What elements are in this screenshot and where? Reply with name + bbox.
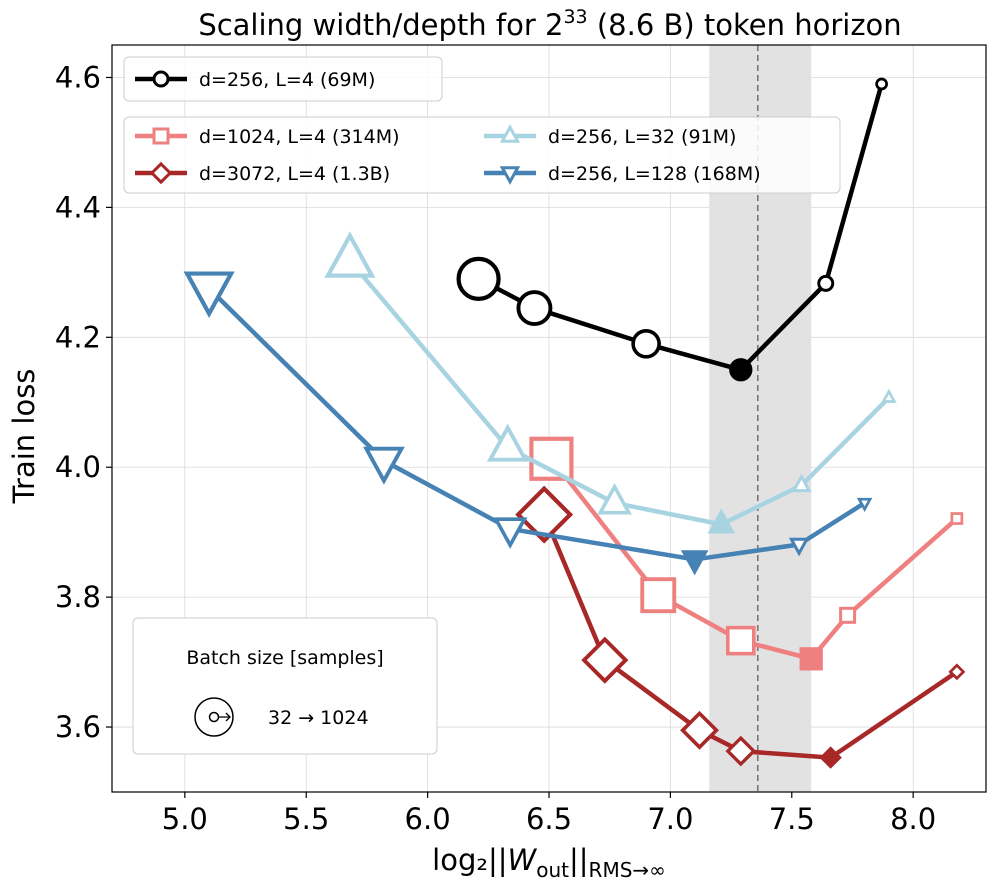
x-tick-label: 7.5 [769, 802, 815, 836]
data-point [819, 746, 842, 769]
x-axis-label-text: log₂||Wout||RMS→∞ [432, 843, 666, 882]
data-point [799, 647, 823, 671]
series-line [549, 457, 959, 662]
series-2 [529, 436, 964, 671]
legend-top: d=256, L=4 (69M) [123, 56, 443, 102]
inset-box [132, 617, 438, 755]
y-tick-label: 4.6 [55, 60, 101, 94]
y-axis-label-text: Train loss [7, 369, 41, 505]
legend-marker [149, 161, 173, 185]
y-tick-label: 3.6 [55, 710, 101, 744]
series-line [348, 259, 891, 527]
data-point [839, 606, 857, 624]
data-point [515, 485, 574, 544]
data-point [680, 710, 719, 750]
data-point [875, 77, 888, 91]
legend-label: d=1024, L=4 (314M) [199, 126, 400, 148]
series-1 [456, 77, 888, 382]
chart-title: Scaling width/depth for 233 (8.6 B) toke… [198, 6, 901, 42]
data-point [948, 663, 966, 681]
legend-label: d=256, L=32 (91M) [548, 126, 736, 148]
data-point [950, 512, 964, 525]
x-axis-label: log₂||Wout||RMS→∞ [432, 843, 666, 882]
legend-marker [152, 70, 170, 88]
series-4 [324, 231, 897, 534]
y-tick-label: 3.8 [55, 580, 101, 614]
legend-marker [499, 166, 521, 185]
series-layer [183, 77, 966, 769]
inset-large-circle-icon [194, 697, 234, 737]
legend-label: d=3072, L=4 (1.3B) [199, 163, 390, 185]
data-point [631, 328, 661, 359]
data-point [516, 290, 553, 327]
data-point [492, 517, 528, 549]
x-tick-label: 7.0 [647, 802, 693, 836]
data-point [729, 358, 753, 382]
legend-label: d=256, L=128 (168M) [548, 163, 761, 185]
series-line [542, 513, 959, 760]
data-point [486, 423, 529, 462]
legend-entry: d=256, L=4 (69M) [135, 69, 375, 91]
inset-title: Batch size [samples] [186, 647, 383, 669]
legend-marker [152, 127, 170, 145]
legend-main: d=1024, L=4 (314M) d=3072, L=4 (1.3B) d=25… [123, 116, 841, 194]
data-point [881, 388, 897, 403]
data-point [597, 482, 632, 515]
y-tick-label: 4.4 [55, 190, 101, 224]
inset-arrow-icon [219, 712, 231, 722]
legend-main-box [123, 116, 841, 194]
data-point [640, 577, 677, 614]
data-point [581, 636, 629, 684]
y-tick-label: 4.0 [55, 450, 101, 484]
x-tick-label: 5.0 [162, 802, 208, 836]
y-tick-label: 4.2 [55, 320, 101, 354]
legend-top-box [123, 56, 443, 102]
data-point [725, 625, 756, 656]
legend-entry: d=256, L=32 (91M) [484, 124, 736, 148]
legend-marker [499, 124, 521, 143]
axis-ticks: 5.0 5.5 6.0 6.5 7.0 7.5 8.0 3.6 3.8 4.0 4.2 4.4 4.6 [55, 60, 936, 836]
series-5 [183, 271, 873, 576]
y-axis-label: Train loss [7, 369, 41, 505]
x-tick-label: 5.5 [283, 802, 329, 836]
data-point [817, 274, 835, 292]
batch-size-inset: Batch size [samples] 32 → 1024 [132, 617, 438, 755]
inset-range-label: 32 → 1024 [268, 707, 369, 729]
series-line [207, 286, 866, 562]
data-point [183, 271, 235, 318]
data-point [707, 508, 736, 534]
x-tick-label: 6.0 [405, 802, 451, 836]
legend-entry: d=256, L=128 (168M) [484, 163, 761, 185]
data-point [363, 446, 405, 485]
data-point [456, 256, 501, 301]
legend-entry: d=3072, L=4 (1.3B) [135, 161, 390, 185]
data-point [324, 231, 376, 278]
data-point [680, 550, 709, 576]
legend-entry: d=1024, L=4 (314M) [135, 126, 400, 148]
inset-small-circle-icon [208, 711, 220, 723]
data-point [791, 473, 812, 493]
data-point [725, 735, 757, 767]
x-tick-label: 8.0 [890, 802, 936, 836]
legend-label: d=256, L=4 (69M) [199, 69, 375, 91]
data-point [856, 497, 873, 512]
data-point [788, 537, 810, 557]
series-3 [515, 485, 966, 769]
x-tick-label: 6.5 [526, 802, 572, 836]
chart-title-text: Scaling width/depth for 233 (8.6 B) toke… [198, 6, 901, 42]
